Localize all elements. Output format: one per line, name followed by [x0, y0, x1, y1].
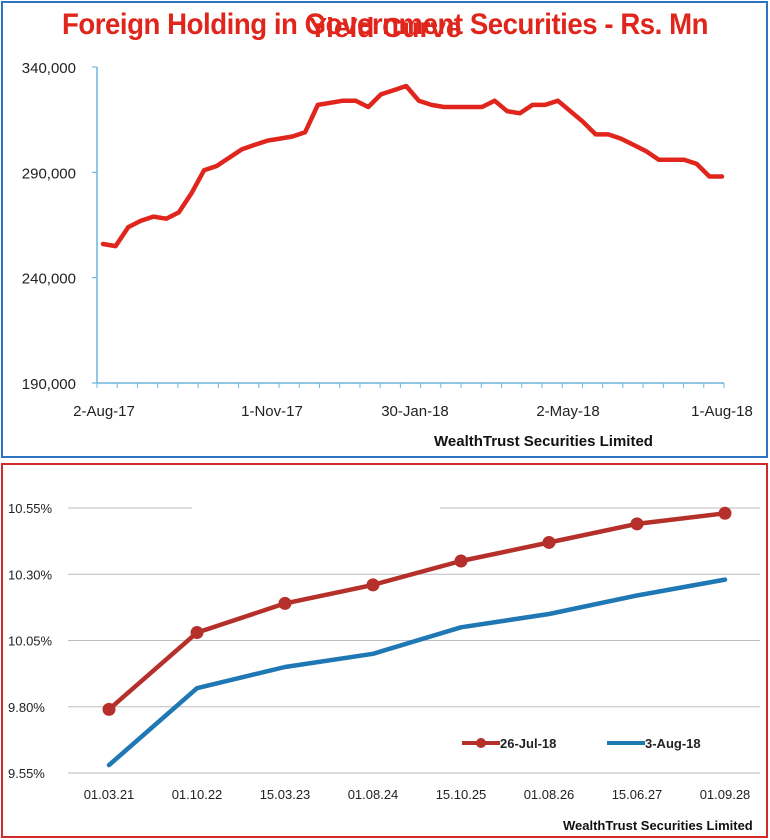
yield-curve-data-point — [542, 535, 556, 549]
foreign-holding-y-tick-label: 340,000 — [22, 60, 76, 77]
foreign-holding-series-line — [100, 83, 725, 249]
yield-curve-source-label: WealthTrust Securities Limited — [563, 818, 753, 833]
yield-curve-data-point — [718, 506, 732, 520]
foreign-holding-x-tick-label: 2-Aug-17 — [73, 403, 135, 420]
yield-curve-legend-marker — [476, 738, 486, 748]
yield-curve-data-point — [102, 702, 116, 716]
yield-curve-chart-title: Yield Curve — [308, 12, 462, 43]
yield-curve-data-point — [278, 596, 292, 610]
yield-curve-y-tick-label: 9.55% — [8, 766, 45, 781]
foreign-holding-chart-title: Foreign Holding in Government Securities… — [61, 8, 709, 41]
foreign-holding-x-tick-label: 1-Aug-18 — [691, 403, 753, 420]
foreign-holding-x-tick-label: 1-Nov-17 — [241, 403, 303, 420]
yield-curve-x-tick-label: 15.10.25 — [436, 787, 487, 802]
yield-curve-y-tick-label: 10.05% — [8, 634, 53, 649]
foreign-holding-y-tick-label: 290,000 — [22, 165, 76, 182]
yield-curve-legend-label: 3-Aug-18 — [645, 736, 701, 751]
yield-curve-x-tick-label: 15.06.27 — [612, 787, 663, 802]
yield-curve-data-point — [454, 554, 468, 568]
yield-curve-x-tick-label: 01.08.24 — [348, 787, 399, 802]
yield-curve-x-tick-label: 01.08.26 — [524, 787, 575, 802]
yield-curve-series-line-1 — [106, 577, 728, 768]
foreign-holding-x-tick-label: 30-Jan-18 — [381, 403, 449, 420]
foreign-holding-y-tick-label: 190,000 — [22, 376, 76, 393]
yield-curve-data-point — [190, 626, 204, 640]
yield-curve-legend-label: 26-Jul-18 — [500, 736, 556, 751]
yield-curve-y-tick-label: 10.55% — [8, 501, 53, 516]
yield-curve-series-line-0 — [106, 511, 728, 712]
yield-curve-x-tick-label: 01.10.22 — [172, 787, 223, 802]
yield-curve-x-tick-label: 01.09.28 — [700, 787, 751, 802]
yield-curve-y-tick-label: 9.80% — [8, 700, 45, 715]
foreign-holding-y-tick-label: 240,000 — [22, 271, 76, 288]
yield-curve-x-tick-label: 01.03.21 — [84, 787, 135, 802]
foreign-holding-source-label: WealthTrust Securities Limited — [434, 433, 653, 450]
foreign-holding-x-tick-label: 2-May-18 — [536, 403, 599, 420]
yield-curve-x-tick-label: 15.03.23 — [260, 787, 311, 802]
yield-curve-data-point — [366, 578, 380, 592]
yield-curve-y-tick-label: 10.30% — [8, 567, 53, 582]
yield-curve-data-point — [630, 517, 644, 531]
